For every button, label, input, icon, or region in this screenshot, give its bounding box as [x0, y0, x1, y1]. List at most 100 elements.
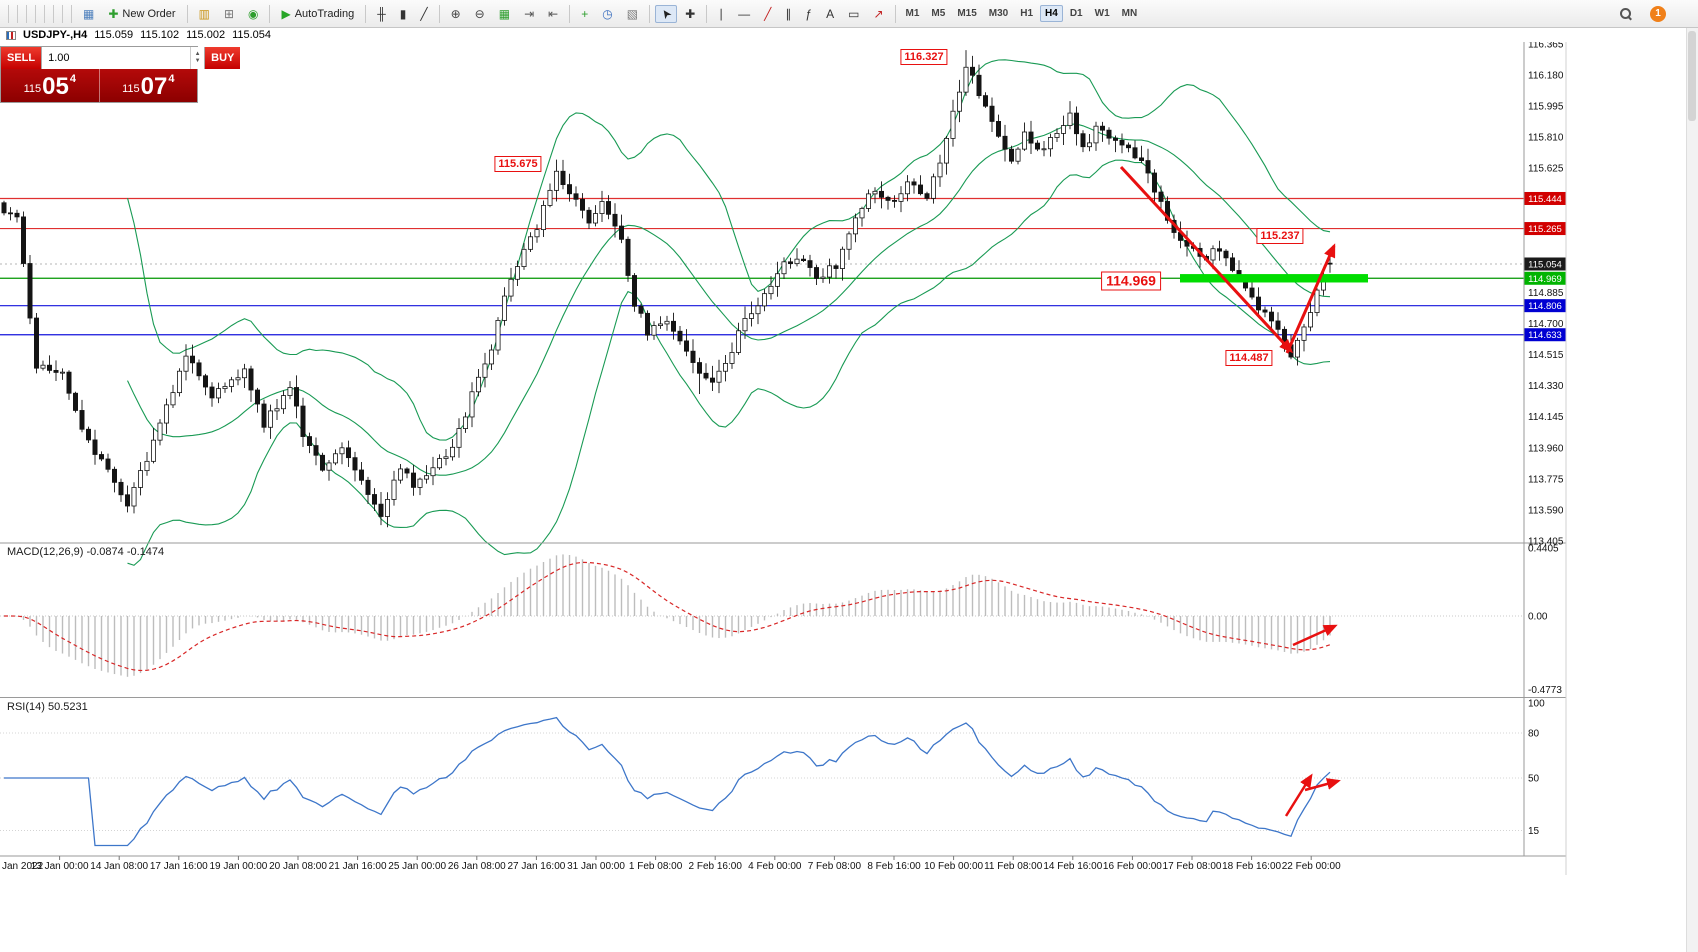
timeframe-m1-button[interactable]: M1: [901, 5, 925, 22]
zoom-in-button[interactable]: ⊕: [445, 5, 467, 23]
auto-scroll-icon: ⇥: [524, 6, 535, 21]
crosshair-button[interactable]: ✚: [679, 5, 701, 23]
new-order-icon: ✚: [108, 6, 119, 21]
scrollbar-thumb[interactable]: [1688, 31, 1696, 121]
price-annotation-114.969[interactable]: 114.969: [1101, 271, 1161, 291]
symbol-period: USDJPY-,H4: [23, 29, 88, 41]
buy-price-sup: 4: [168, 73, 175, 85]
vertical-line-button[interactable]: ∣: [712, 5, 730, 23]
crosshair-icon: ✚: [685, 6, 696, 21]
price-annotation-115.675[interactable]: 115.675: [494, 156, 542, 172]
toolbar-separator: [706, 4, 708, 23]
label-icon: ▭: [848, 6, 860, 21]
cursor-icon: ➤: [657, 5, 675, 22]
sell-button[interactable]: SELL: [1, 47, 42, 69]
line-chart-button[interactable]: ╱: [414, 5, 433, 23]
timeframe-m15-button[interactable]: M15: [952, 5, 981, 22]
vertical-line-icon: ∣: [718, 6, 725, 21]
autotrading-play-icon: ▶: [281, 6, 291, 21]
text-icon: A: [826, 6, 835, 21]
zoom-out-icon: ⊖: [474, 6, 485, 21]
ohlc-low: 115.002: [186, 29, 226, 41]
text-button[interactable]: A: [820, 5, 840, 23]
search-button[interactable]: [1614, 5, 1637, 22]
timeframe-mn-button[interactable]: MN: [1117, 5, 1143, 22]
horizontal-line-button[interactable]: ―: [732, 5, 756, 23]
toolbar-separator: [17, 4, 18, 23]
timeframe-h4-button[interactable]: H4: [1040, 5, 1063, 22]
time-axis[interactable]: [0, 856, 1566, 876]
new-chart-button[interactable]: ▦: [77, 5, 100, 23]
trendline-button[interactable]: ╱: [758, 5, 777, 23]
toolbar-separator: [269, 4, 271, 23]
timeframe-m5-button-label: M5: [931, 8, 946, 19]
autotrading-button-label: AutoTrading: [294, 7, 355, 20]
timeframe-h1-button-label: H1: [1020, 8, 1034, 19]
sell-price-prefix: 115: [23, 83, 42, 95]
autotrading-button[interactable]: ▶ AutoTrading: [275, 5, 360, 23]
timeframe-w1-button[interactable]: W1: [1090, 5, 1115, 22]
timeframe-d1-button[interactable]: D1: [1065, 5, 1088, 22]
bar-chart-button[interactable]: ╫: [371, 5, 392, 23]
fibonacci-button[interactable]: ƒ: [799, 5, 818, 23]
candlestick-chart-button[interactable]: ▮: [394, 5, 413, 23]
toolbar-separator: [71, 4, 72, 23]
indicators-button[interactable]: +: [575, 5, 594, 23]
buy-price-big: 07: [140, 73, 168, 100]
toolbar-separator: [438, 4, 440, 23]
price-axis[interactable]: [1524, 42, 1566, 856]
volume-stepper: ▲ ▼: [190, 47, 204, 69]
buy-price[interactable]: 115 07 4: [100, 69, 198, 102]
price-annotation-114.487[interactable]: 114.487: [1225, 350, 1273, 366]
zoom-out-button[interactable]: ⊖: [469, 5, 491, 23]
volume-input[interactable]: [42, 47, 191, 69]
buy-button[interactable]: BUY: [205, 47, 241, 69]
volume-up-button[interactable]: ▲: [194, 51, 201, 57]
volume-field: ▲ ▼: [41, 47, 206, 69]
toolbar-separator: [894, 4, 896, 23]
price-annotation-116.327[interactable]: 116.327: [900, 49, 948, 65]
toolbar-separator: [44, 4, 45, 23]
timeframe-mn-button-label: MN: [1121, 8, 1138, 19]
arrows-button[interactable]: ↗: [867, 5, 889, 23]
periods-button[interactable]: ◷: [596, 5, 618, 23]
new-order-button[interactable]: ✚ New Order: [102, 5, 181, 23]
timeframe-m30-button[interactable]: M30: [984, 5, 1013, 22]
tile-windows-button[interactable]: ▦: [493, 5, 516, 23]
cursor-button[interactable]: ➤: [655, 4, 678, 23]
chart-title-bar: USDJPY-,H4 115.059 115.102 115.002 115.0…: [0, 28, 1572, 42]
chart-shift-button[interactable]: ⇤: [542, 5, 564, 23]
macd-label: MACD(12,26,9) -0.0874 -0.1474: [7, 546, 165, 558]
charts-button[interactable]: ▥: [193, 5, 216, 23]
vertical-scrollbar[interactable]: [1686, 28, 1698, 952]
notification-badge[interactable]: 1: [1650, 5, 1666, 22]
expert-advisors-icon: ◉: [248, 6, 259, 21]
sell-price[interactable]: 115 05 4: [1, 69, 99, 102]
channel-button[interactable]: ∥: [779, 5, 797, 23]
clock-icon: ◷: [602, 6, 613, 21]
price-divider: [98, 69, 100, 102]
auto-scroll-button[interactable]: ⇥: [518, 5, 540, 23]
zoom-in-icon: ⊕: [450, 6, 461, 21]
macd-panel-separator[interactable]: [0, 539, 1566, 547]
timeframe-h1-button[interactable]: H1: [1015, 5, 1038, 22]
data-window-button[interactable]: ⊞: [218, 5, 240, 23]
ohlc-close: 115.054: [232, 29, 272, 41]
new-order-button-label: New Order: [122, 7, 176, 20]
timeframe-m5-button[interactable]: M5: [926, 5, 950, 22]
toolbar-separator: [26, 4, 27, 23]
sell-price-sup: 4: [69, 73, 76, 85]
templates-icon: ▧: [626, 6, 639, 21]
expert-advisors-button[interactable]: ◉: [242, 5, 264, 23]
chart-plot-area[interactable]: [0, 42, 1524, 856]
rsi-panel-separator[interactable]: [0, 694, 1566, 702]
volume-down-button[interactable]: ▼: [194, 58, 201, 64]
toolbar: ▦ ✚ New Order ▥ ⊞ ◉ ▶ AutoTrading ╫ ▮ ╱ ⊕ ⊖ ▦ ⇥ ⇤ + ◷ ▧ ➤ ✚ ∣…: [0, 0, 1698, 28]
templates-button[interactable]: ▧: [621, 5, 644, 23]
label-button[interactable]: ▭: [842, 5, 865, 23]
arrows-icon: ↗: [873, 6, 884, 21]
price-annotation-115.237[interactable]: 115.237: [1256, 228, 1304, 244]
rsi-label: RSI(14) 50.5231: [7, 701, 88, 713]
trade-buttons-row: SELL ▲ ▼ BUY: [1, 47, 241, 69]
